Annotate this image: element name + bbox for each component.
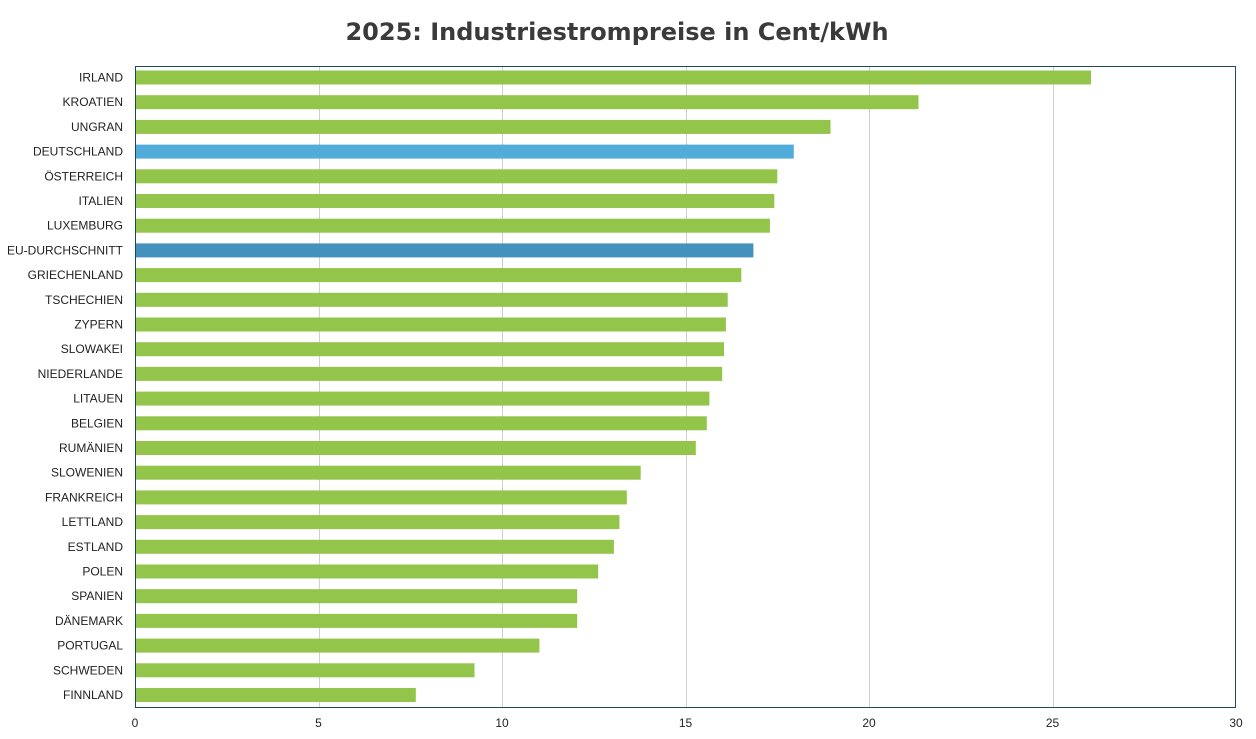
category-label-ungran: UNGRAN	[71, 120, 123, 134]
category-label-griechenland: GRIECHENLAND	[28, 268, 124, 282]
category-label-belgien: BELGIEN	[71, 416, 123, 430]
bar-belgien	[136, 416, 707, 431]
category-label-dänemark: DÄNEMARK	[55, 614, 123, 628]
bar-eu-durchschnitt	[136, 243, 754, 258]
category-label-deutschland: DEUTSCHLAND	[33, 145, 123, 159]
category-label-polen: POLEN	[82, 565, 123, 579]
category-label-schweden: SCHWEDEN	[53, 663, 123, 677]
plot-frame	[135, 66, 1236, 708]
bar-slowenien	[136, 465, 641, 480]
tick-labels: 0 5 10 15 20 25 30	[132, 716, 1243, 730]
category-labels: IRLAND KROATIEN UNGRAN DEUTSCHLAND ÖSTERREIC…	[7, 71, 124, 703]
bar-luxemburg	[136, 218, 770, 233]
category-label-österreich: ÖSTERREICH	[44, 169, 123, 183]
bar-finnland	[136, 688, 416, 702]
bar-kroatien	[136, 95, 919, 110]
bar-polen	[136, 564, 599, 579]
category-label-slowenien: SLOWENIEN	[51, 466, 123, 480]
bar-italien	[136, 194, 775, 208]
bar-niederlande	[136, 366, 723, 381]
category-label-frankreich: FRANKREICH	[45, 490, 123, 504]
bar-schweden	[136, 663, 475, 678]
bar-zypern	[136, 317, 726, 332]
bar-spanien	[136, 589, 578, 604]
category-label-luxemburg: LUXEMBURG	[47, 219, 123, 233]
bar-lettland	[136, 515, 620, 530]
category-label-eu-durchschnitt: EU-DURCHSCHNITT	[7, 243, 124, 257]
category-label-portugal: PORTUGAL	[57, 639, 123, 653]
category-label-lettland: LETTLAND	[62, 515, 124, 529]
bar-griechenland	[136, 268, 742, 283]
category-label-italien: ITALIEN	[79, 194, 123, 208]
category-label-estland: ESTLAND	[68, 540, 124, 554]
category-label-zypern: ZYPERN	[74, 318, 123, 332]
x-tick-label-20: 20	[862, 716, 876, 730]
bar-layer	[136, 70, 1091, 702]
bar-slowakei	[136, 342, 724, 357]
grid-layer	[319, 66, 1054, 707]
bar-estland	[136, 539, 614, 554]
x-tick-label-15: 15	[679, 716, 693, 730]
bar-österreich	[136, 169, 778, 184]
bar-rumänien	[136, 441, 696, 455]
category-label-spanien: SPANIEN	[71, 589, 123, 603]
axis-layer	[135, 66, 1236, 708]
x-tick-label-30: 30	[1229, 716, 1243, 730]
category-label-litauen: LITAUEN	[73, 392, 123, 406]
category-label-irland: IRLAND	[79, 71, 123, 85]
bar-dänemark	[136, 613, 578, 628]
category-label-slowakei: SLOWAKEI	[61, 342, 123, 356]
category-label-tschechien: TSCHECHIEN	[45, 293, 123, 307]
x-tick-label-25: 25	[1046, 716, 1060, 730]
chart-title: 2025: Industriestrompreise in Cent/kWh	[345, 18, 889, 46]
bar-irland	[136, 70, 1091, 85]
x-tick-label-5: 5	[315, 716, 322, 730]
category-label-kroatien: KROATIEN	[63, 95, 123, 109]
category-label-finnland: FINNLAND	[63, 688, 123, 702]
category-label-niederlande: NIEDERLANDE	[38, 367, 123, 381]
bar-frankreich	[136, 490, 627, 505]
bar-tschechien	[136, 292, 728, 307]
bar-ungran	[136, 119, 831, 134]
x-tick-label-10: 10	[495, 716, 509, 730]
x-tick-label-0: 0	[132, 716, 139, 730]
category-label-rumänien: RUMÄNIEN	[59, 441, 123, 455]
bar-deutschland	[136, 144, 794, 159]
bar-portugal	[136, 638, 540, 653]
bar-litauen	[136, 391, 710, 406]
